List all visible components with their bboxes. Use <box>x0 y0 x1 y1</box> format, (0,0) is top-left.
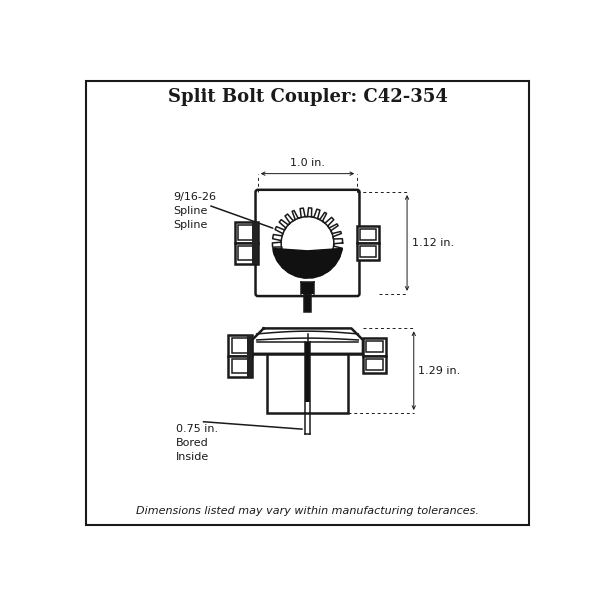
Bar <box>366 341 383 352</box>
Text: Dimensions listed may vary within manufacturing tolerances.: Dimensions listed may vary within manufa… <box>136 506 479 515</box>
Text: Split Bolt Coupler: C42-354: Split Bolt Coupler: C42-354 <box>167 88 448 106</box>
Bar <box>361 246 376 257</box>
Bar <box>304 294 311 312</box>
Bar <box>305 343 310 403</box>
Bar <box>361 229 376 240</box>
Bar <box>238 246 254 260</box>
Circle shape <box>281 217 334 269</box>
Text: 1.12 in.: 1.12 in. <box>412 238 454 248</box>
Text: 0.75 in.
Bored
Inside: 0.75 in. Bored Inside <box>176 424 218 462</box>
Text: 1.0 in.: 1.0 in. <box>290 158 325 168</box>
Bar <box>267 354 348 413</box>
Bar <box>357 226 379 243</box>
Bar <box>366 359 383 370</box>
Bar <box>301 282 314 294</box>
Bar <box>235 222 258 243</box>
Bar <box>238 226 254 240</box>
FancyBboxPatch shape <box>256 190 359 296</box>
Bar <box>235 243 258 264</box>
Text: 1.29 in.: 1.29 in. <box>418 365 461 376</box>
Bar <box>357 243 379 260</box>
Bar <box>228 356 252 377</box>
Bar <box>363 338 386 356</box>
Text: 9/16-26
Spline
Spline: 9/16-26 Spline Spline <box>173 191 217 230</box>
Bar <box>252 222 258 264</box>
Bar <box>232 338 248 353</box>
Bar <box>363 356 386 373</box>
Polygon shape <box>273 248 342 278</box>
Bar <box>228 335 252 356</box>
Bar <box>232 359 248 373</box>
Bar <box>247 335 252 377</box>
